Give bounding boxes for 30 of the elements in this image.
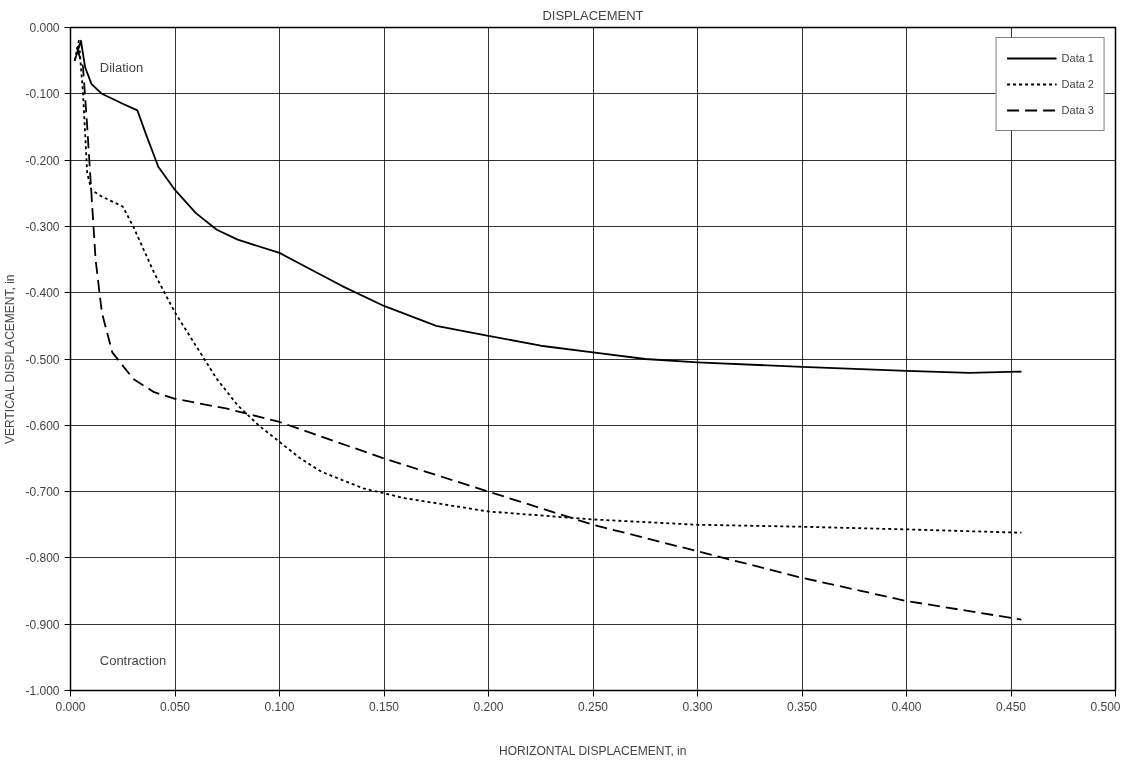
x-tick-label: 0.400 bbox=[891, 699, 922, 714]
legend-label: Data 2 bbox=[1061, 78, 1094, 90]
y-tick-label: -0.100 bbox=[25, 87, 60, 102]
y-tick-label: -0.800 bbox=[25, 551, 60, 566]
x-tick-label: 0.100 bbox=[264, 699, 295, 714]
y-axis-title: VERTICAL DISPLACEMENT, in bbox=[3, 274, 18, 444]
y-tick-label: -0.200 bbox=[25, 153, 60, 168]
y-tick-label: 0.000 bbox=[29, 21, 60, 35]
y-tick-label: -0.400 bbox=[25, 286, 60, 301]
legend-label: Data 3 bbox=[1061, 104, 1094, 116]
y-tick-label: -0.500 bbox=[25, 352, 60, 367]
x-tick-label: 0.450 bbox=[995, 699, 1027, 714]
x-tick-label: 0.050 bbox=[159, 699, 191, 714]
annotation: Contraction bbox=[99, 653, 167, 669]
annotation: Dilation bbox=[99, 59, 144, 75]
y-tick-label: -0.700 bbox=[25, 485, 60, 500]
x-tick-label: 0.300 bbox=[682, 699, 713, 714]
x-tick-label: 0.250 bbox=[577, 699, 609, 714]
y-tick-label: -1.000 bbox=[25, 684, 60, 698]
legend-label: Data 1 bbox=[1061, 52, 1094, 64]
x-tick-label: 0.350 bbox=[786, 699, 818, 714]
x-axis-title: HORIZONTAL DISPLACEMENT, in bbox=[499, 743, 687, 758]
y-tick-label: -0.900 bbox=[25, 617, 60, 632]
chart-title: DISPLACEMENT bbox=[542, 7, 644, 23]
x-tick-label: 0.000 bbox=[55, 699, 86, 714]
x-tick-label: 0.200 bbox=[473, 699, 504, 714]
x-tick-label: 0.500 bbox=[1090, 699, 1121, 714]
x-tick-label: 0.150 bbox=[368, 699, 400, 714]
y-tick-label: -0.300 bbox=[25, 219, 60, 234]
y-tick-label: -0.600 bbox=[25, 418, 60, 433]
